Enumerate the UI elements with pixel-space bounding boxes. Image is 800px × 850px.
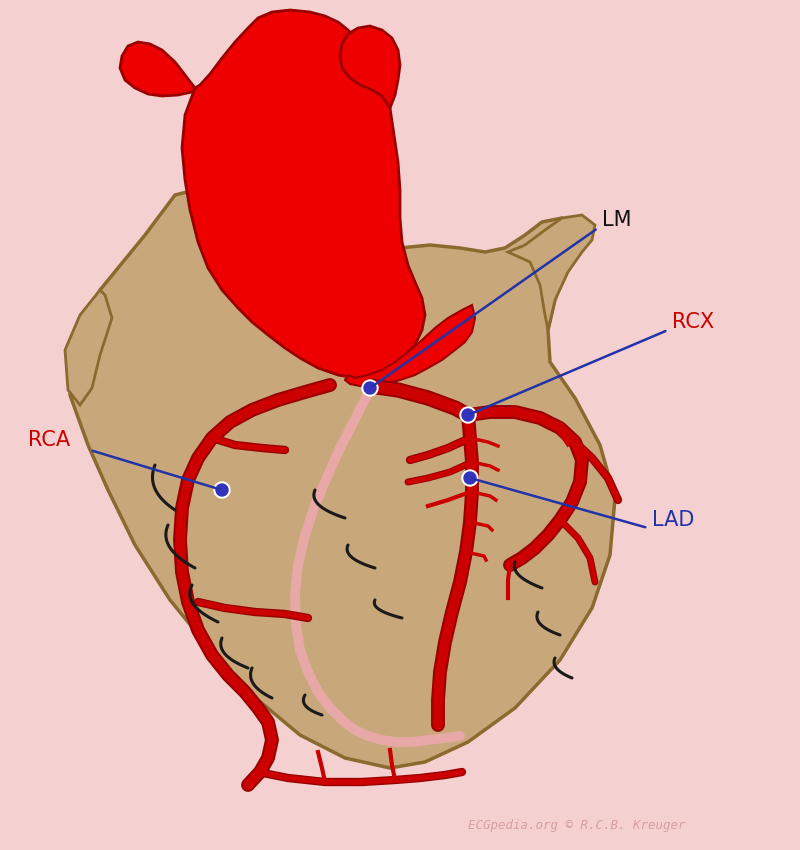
Polygon shape <box>65 290 112 405</box>
Polygon shape <box>70 190 615 768</box>
Circle shape <box>462 470 478 486</box>
Polygon shape <box>182 10 425 378</box>
Polygon shape <box>345 305 475 386</box>
Circle shape <box>216 484 228 496</box>
Circle shape <box>460 407 476 423</box>
Text: RCX: RCX <box>672 312 714 332</box>
Circle shape <box>364 382 376 394</box>
Text: LM: LM <box>602 210 631 230</box>
Circle shape <box>214 482 230 498</box>
Polygon shape <box>508 215 595 330</box>
Polygon shape <box>120 42 195 96</box>
Circle shape <box>362 380 378 396</box>
Text: RCA: RCA <box>28 430 70 450</box>
Text: LAD: LAD <box>652 510 694 530</box>
Circle shape <box>464 472 476 484</box>
Text: ECGpedia.org © R.C.B. Kreuger: ECGpedia.org © R.C.B. Kreuger <box>467 819 685 832</box>
Circle shape <box>462 409 474 421</box>
Polygon shape <box>340 26 400 108</box>
